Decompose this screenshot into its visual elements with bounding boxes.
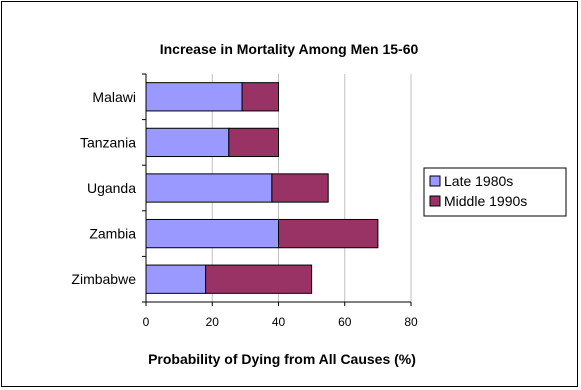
x-tick-label: 80 — [404, 315, 418, 329]
x-tick-labels: 0 20 40 60 80 — [143, 315, 418, 329]
legend-label: Late 1980s — [444, 173, 513, 189]
bar-late-1980s-zambia — [145, 218, 279, 249]
category-label: Uganda — [87, 180, 136, 196]
category-label: Malawi — [92, 89, 136, 105]
category-label: Tanzania — [80, 134, 136, 150]
category-labels: Malawi Tanzania Uganda Zambia Zimbabwe — [71, 89, 136, 287]
legend-swatch — [429, 195, 441, 207]
bar-middle-1990s-uganda — [271, 173, 329, 203]
bars — [145, 82, 379, 294]
axes — [142, 73, 412, 306]
bar-late-1980s-uganda — [145, 173, 273, 203]
x-tick-label: 20 — [206, 315, 220, 329]
bar-middle-1990s-zambia — [278, 218, 379, 249]
legend-label: Middle 1990s — [444, 193, 527, 209]
bar-middle-1990s-zimbabwe — [205, 264, 313, 294]
bar-middle-1990s-malawi — [241, 82, 279, 112]
bar-middle-1990s-tanzania — [228, 127, 279, 158]
bar-late-1980s-malawi — [145, 82, 243, 112]
bar-late-1980s-tanzania — [145, 127, 230, 158]
category-label: Zambia — [89, 226, 136, 242]
legend-box — [423, 167, 567, 217]
x-axis-title: Probability of Dying from All Causes (%) — [148, 351, 416, 367]
x-tick-label: 40 — [272, 315, 286, 329]
x-tick-label: 60 — [338, 315, 352, 329]
chart-title: Increase in Mortality Among Men 15-60 — [160, 41, 419, 57]
legend-swatch — [429, 175, 441, 187]
bar-late-1980s-zimbabwe — [145, 264, 207, 294]
legend: Late 1980s Middle 1990s — [423, 167, 567, 217]
category-label: Zimbabwe — [71, 271, 136, 287]
x-tick-label: 0 — [143, 315, 150, 329]
